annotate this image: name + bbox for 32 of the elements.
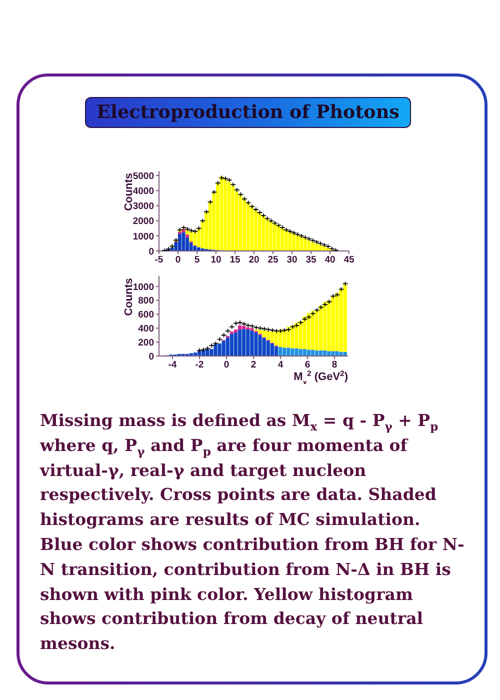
y-tick-label: 1000 [132,282,154,293]
x-tick-label: 4 [278,360,284,371]
y-tick-label: 0 [148,351,154,362]
x-tick-label: 0 [224,360,230,371]
y-tick-label: 4000 [132,186,154,197]
y-tick-label: 5000 [132,170,154,182]
y-tick-label: 0 [148,246,154,258]
x-tick-label: 5 [194,254,200,266]
y-axis-title: Counts [123,278,135,316]
y-tick-label: 800 [138,296,154,307]
x-tick-label: -5 [154,254,164,266]
x-tick-label: 35 [306,254,317,266]
x-tick-label: 30 [286,254,298,266]
x-tick-label: 40 [324,254,336,266]
x-tick-label: 25 [268,254,279,266]
x-tick-label: 10 [210,254,222,266]
text: Missing mass is defined as M$_{x}$ = q - P$_{γ}$ + P$_{p}$ where q, P$_{γ}$ and P$_{p}$ are four momenta of virtual-γ, real-γ and target nucleon respectively. Cross points are data. Shaded histograms are results of MC simulation. Blue color shows contribution from BH for N-N transition, contribution from N-Δ in BH is shown with pink color. Yellow histogram shows contribution from decay of neutral mesons. [40,411,464,654]
y-tick-label: 400 [138,324,154,335]
y-tick-label: 2000 [132,216,154,228]
x-tick-label: 8 [332,360,338,371]
x-tick-label: -4 [168,360,178,371]
x-tick-label: 20 [248,254,260,266]
y-tick-label: 1000 [132,231,154,242]
x-tick-label: 15 [230,254,241,266]
x-tick-label: 6 [304,360,310,371]
x-tick-label: 45 [344,254,355,266]
y-tick-label: 600 [138,310,154,321]
y-tick-label: 200 [138,337,154,348]
x-tick-label: 0 [175,254,181,266]
y-tick-label: 3000 [132,201,154,212]
x-tick-label: -2 [195,360,204,371]
x-tick-label: 2 [250,360,256,371]
